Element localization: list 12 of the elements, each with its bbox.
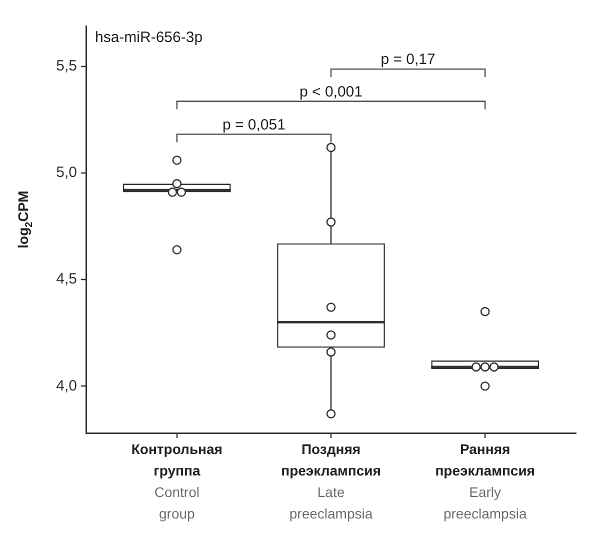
chart-title: hsa-miR-656-3p bbox=[95, 29, 203, 46]
y-tick-label: 4,5 bbox=[56, 270, 77, 288]
x-tick-label: Ранняя преэклампсия Early preeclampsia bbox=[435, 440, 535, 522]
x-tick-label: Поздняя преэклампсия Late preeclampsia bbox=[281, 440, 381, 522]
annotation: p = 0,17 bbox=[380, 51, 436, 68]
y-tick-label: 5,0 bbox=[56, 164, 77, 182]
x-tick-label: Контрольная группа Control group bbox=[131, 440, 222, 522]
y-tick-label: 4,0 bbox=[56, 377, 77, 394]
annotation: p = 0,051 bbox=[222, 116, 286, 134]
y-axis-title: log2CPM bbox=[14, 190, 35, 248]
annotation: p < 0,001 bbox=[300, 83, 362, 100]
y-tick-label: 5,5 bbox=[56, 58, 77, 75]
